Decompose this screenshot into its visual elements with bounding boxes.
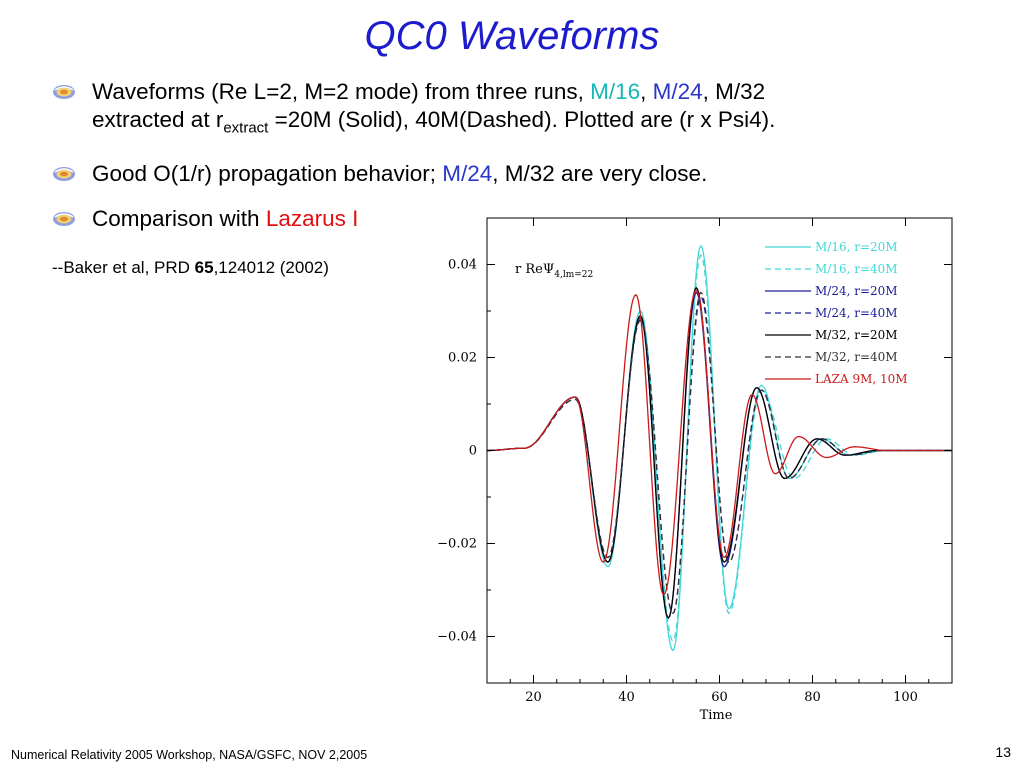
x-axis-label: Time <box>700 708 733 723</box>
slide-title: QC0 Waveforms <box>364 14 660 58</box>
y-axis-label-sub: 4,lm=22 <box>554 270 593 280</box>
y-tick-label: 0.04 <box>448 258 477 273</box>
y-axis-label: r ReΨ4,lm=22 <box>515 262 593 280</box>
bullet-1-text-b: , M/32 <box>702 79 766 104</box>
y-tick-label: −0.02 <box>437 537 477 552</box>
waveform-chart: 20 40 60 80 100 −0.04 −0.02 0 0.02 0.04 r ReΨ4,lm… <box>425 213 960 725</box>
x-tick-label: 20 <box>525 690 542 705</box>
run-m16-label: M/16 <box>590 79 641 104</box>
bullet-2-text-b: , M/32 are very close. <box>492 160 708 186</box>
bullet-item-3: Comparison with Lazarus I <box>52 205 972 233</box>
reference-pages: ,124012 (2002) <box>213 258 329 277</box>
legend-label: LAZA 9M, 10M <box>815 372 908 386</box>
series-line-7 <box>486 289 952 596</box>
lazarus-label: Lazarus I <box>265 205 359 231</box>
run-m24-label-2: M/24 <box>442 160 493 186</box>
legend-label: M/16, r=20M <box>815 240 898 254</box>
x-tick-label: 60 <box>711 690 728 705</box>
reference-citation: --Baker et al, PRD 65,124012 (2002) <box>52 258 329 278</box>
footer-text: Numerical Relativity 2005 Workshop, NASA… <box>11 748 368 762</box>
bullet-1-text-a: Waveforms (Re L=2, M=2 mode) from three … <box>92 79 591 104</box>
legend-label: M/24, r=40M <box>815 306 898 320</box>
legend-label: M/16, r=40M <box>815 262 898 276</box>
bullet-item-2: Good O(1/r) propagation behavior; M/24, … <box>52 160 972 188</box>
x-tick-label: 80 <box>804 690 821 705</box>
bullet-item-1: Waveforms (Re L=2, M=2 mode) from three … <box>52 78 972 143</box>
bullet-1-subscript: extract <box>223 119 269 137</box>
legend: M/16, r=20M M/16, r=40M M/24, r=20M M/24, r… <box>765 240 908 386</box>
y-tick-label: 0.02 <box>448 351 477 366</box>
bullet-1-text-d: =20M (Solid), 40M(Dashed). Plotted are (… <box>268 107 776 132</box>
bullet-3-text-a: Comparison with <box>92 205 266 231</box>
page-number: 13 <box>995 744 1011 760</box>
bullet-swirl-icon <box>53 211 75 226</box>
y-axis-label-main: r ReΨ <box>515 262 554 277</box>
bullet-2-text-a: Good O(1/r) propagation behavior; <box>92 160 443 186</box>
bullet-swirl-icon <box>53 85 75 99</box>
legend-label: M/24, r=20M <box>815 284 898 298</box>
bullet-1-sep: , <box>640 79 653 104</box>
x-tick-label: 100 <box>893 690 918 705</box>
reference-authors: --Baker et al, PRD <box>52 258 195 277</box>
bullet-swirl-icon <box>53 166 75 181</box>
x-tick-label: 40 <box>618 690 635 705</box>
y-tick-label: −0.04 <box>437 630 477 645</box>
legend-label: M/32, r=40M <box>815 350 898 364</box>
reference-volume: 65 <box>194 258 214 277</box>
legend-label: M/32, r=20M <box>815 328 898 342</box>
bullet-list: Waveforms (Re L=2, M=2 mode) from three … <box>52 78 972 250</box>
run-m24-label: M/24 <box>652 79 703 104</box>
bullet-1-text-c: extracted at r <box>92 107 224 132</box>
y-tick-label: 0 <box>469 444 477 459</box>
